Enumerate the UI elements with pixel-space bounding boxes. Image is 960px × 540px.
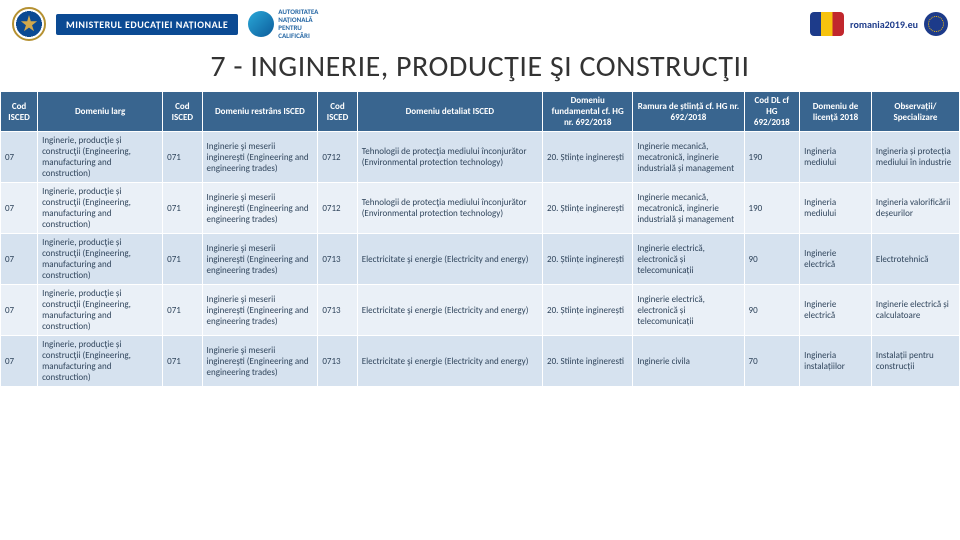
table-cell: Inginerie, producţie și construcţii (Eng… (38, 285, 163, 336)
table-cell: Instalații pentru construcții (871, 336, 959, 387)
table-row: 07Inginerie, producţie și construcţii (E… (1, 132, 960, 183)
table-cell: Inginerie şi meserii inginereşti (Engine… (202, 285, 318, 336)
table-cell: Ingineria mediului (800, 183, 872, 234)
column-header: Cod ISCED (1, 92, 38, 132)
table-cell: 0713 (318, 336, 357, 387)
table-cell: Tehnologii de protecţia mediului înconju… (357, 132, 542, 183)
table-cell: 20. Științe inginerești (543, 132, 633, 183)
isced-table-wrap: Cod ISCEDDomeniu largCod ISCEDDomeniu re… (0, 91, 960, 387)
table-cell: Inginerie, producţie și construcţii (Eng… (38, 336, 163, 387)
table-cell: 0712 (318, 132, 357, 183)
column-header: Observații/ Specializare (871, 92, 959, 132)
table-cell: 0712 (318, 183, 357, 234)
ro2019-text: romania2019.eu (850, 18, 918, 31)
table-cell: Inginerie electrică (800, 234, 872, 285)
column-header: Cod ISCED (163, 92, 202, 132)
table-row: 07Inginerie, producţie și construcţii (E… (1, 336, 960, 387)
table-cell: 0713 (318, 234, 357, 285)
column-header: Domeniu detaliat ISCED (357, 92, 542, 132)
column-header: Ramura de știință cf. HG nr. 692/2018 (633, 92, 744, 132)
ro-flag-icon (810, 12, 844, 36)
table-cell: Inginerie şi meserii inginereşti (Engine… (202, 234, 318, 285)
table-cell: Inginerie şi meserii inginereşti (Engine… (202, 336, 318, 387)
table-cell: 07 (1, 132, 38, 183)
table-cell: 071 (163, 132, 202, 183)
table-cell: Ingineria valorificării deșeurilor (871, 183, 959, 234)
table-cell: 07 (1, 234, 38, 285)
table-cell: 20. Științe inginerești (543, 183, 633, 234)
table-cell: Ingineria instalațiilor (800, 336, 872, 387)
minister-label: MINISTERUL EDUCAȚIEI NAȚIONALE (56, 14, 238, 35)
table-cell: 07 (1, 285, 38, 336)
table-header-row: Cod ISCEDDomeniu largCod ISCEDDomeniu re… (1, 92, 960, 132)
table-cell: Inginerie, producţie și construcţii (Eng… (38, 132, 163, 183)
anc-text: AUTORITATEA NAȚIONALĂ PENTRU CALIFICĂRI (278, 8, 318, 40)
table-cell: 07 (1, 183, 38, 234)
table-cell: Inginerie mecanică, mecatronică, inginer… (633, 132, 744, 183)
isced-table: Cod ISCEDDomeniu largCod ISCEDDomeniu re… (0, 91, 960, 387)
table-cell: Inginerie mecanică, mecatronică, inginer… (633, 183, 744, 234)
table-body: 07Inginerie, producţie și construcţii (E… (1, 132, 960, 387)
table-cell: Inginerie, producţie și construcţii (Eng… (38, 183, 163, 234)
table-cell: 90 (744, 234, 800, 285)
table-cell: Inginerie civila (633, 336, 744, 387)
table-cell: Electricitate şi energie (Electricity an… (357, 285, 542, 336)
table-cell: Inginerie electrică (800, 285, 872, 336)
page-title: 7 - INGINERIE, PRODUCŢIE ŞI CONSTRUCŢII (0, 46, 960, 91)
table-cell: Inginerie electrică, electronică și tele… (633, 285, 744, 336)
table-cell: Inginerie electrică, electronică și tele… (633, 234, 744, 285)
column-header: Domeniu fundamental cf. HG nr. 692/2018 (543, 92, 633, 132)
anc-badge: AUTORITATEA NAȚIONALĂ PENTRU CALIFICĂRI (248, 8, 318, 40)
column-header: Domeniu restrâns ISCED (202, 92, 318, 132)
table-row: 07Inginerie, producţie și construcţii (E… (1, 234, 960, 285)
table-cell: Ingineria și protecția mediului în indus… (871, 132, 959, 183)
page-header: MINISTERUL EDUCAȚIEI NAȚIONALE AUTORITAT… (0, 0, 960, 46)
column-header: Domeniu de licență 2018 (800, 92, 872, 132)
table-cell: 190 (744, 183, 800, 234)
table-cell: Inginerie şi meserii inginereşti (Engine… (202, 132, 318, 183)
table-cell: 071 (163, 183, 202, 234)
anc-logo-icon (248, 11, 274, 37)
table-cell: 071 (163, 234, 202, 285)
table-cell: 70 (744, 336, 800, 387)
gov-emblem-icon (12, 7, 46, 41)
table-cell: 90 (744, 285, 800, 336)
table-cell: Electrotehnică (871, 234, 959, 285)
anc-line: CALIFICĂRI (278, 32, 318, 40)
table-cell: 20. Științe inginerești (543, 234, 633, 285)
table-cell: Inginerie, producţie și construcţii (Eng… (38, 234, 163, 285)
table-cell: 071 (163, 285, 202, 336)
table-cell: Ingineria mediului (800, 132, 872, 183)
table-row: 07Inginerie, producţie și construcţii (E… (1, 183, 960, 234)
table-cell: Inginerie electrică și calculatoare (871, 285, 959, 336)
table-cell: Electricitate şi energie (Electricity an… (357, 234, 542, 285)
eu-stars-icon (924, 12, 948, 36)
column-header: Cod ISCED (318, 92, 357, 132)
table-cell: Tehnologii de protecţia mediului înconju… (357, 183, 542, 234)
table-cell: 0713 (318, 285, 357, 336)
table-row: 07Inginerie, producţie și construcţii (E… (1, 285, 960, 336)
table-cell: 190 (744, 132, 800, 183)
column-header: Cod DL cf HG 692/2018 (744, 92, 800, 132)
table-cell: 071 (163, 336, 202, 387)
table-cell: 07 (1, 336, 38, 387)
table-cell: Electricitate şi energie (Electricity an… (357, 336, 542, 387)
table-head: Cod ISCEDDomeniu largCod ISCEDDomeniu re… (1, 92, 960, 132)
column-header: Domeniu larg (38, 92, 163, 132)
ro2019-badge: romania2019.eu (810, 12, 948, 36)
table-cell: 20. Științe inginerești (543, 285, 633, 336)
table-cell: Inginerie şi meserii inginereşti (Engine… (202, 183, 318, 234)
table-cell: 20. Stiinte ingineresti (543, 336, 633, 387)
